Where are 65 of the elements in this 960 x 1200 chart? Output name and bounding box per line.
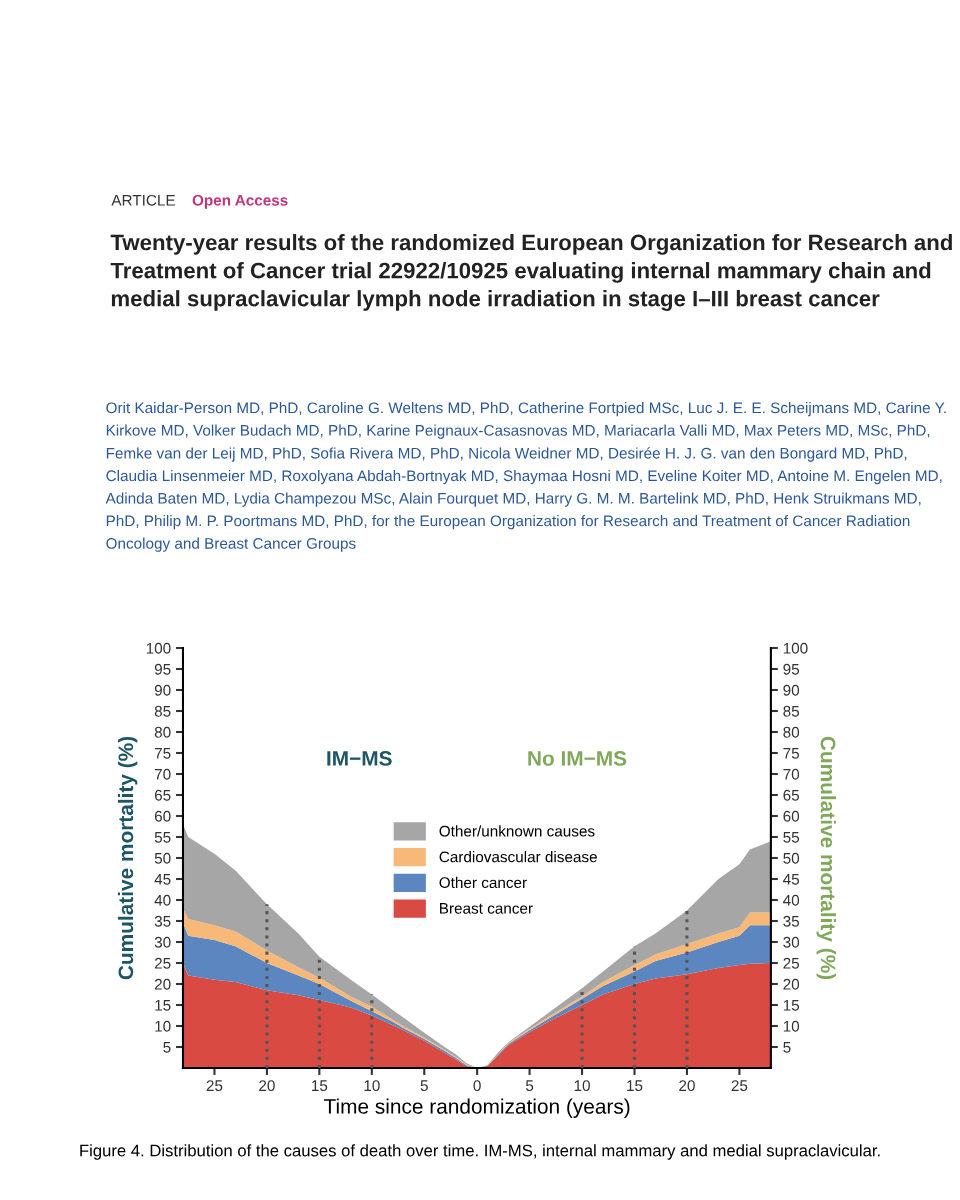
y-tick-label: 40 — [783, 894, 800, 906]
y-tick-label: 35 — [154, 915, 171, 927]
y-tick-label: 15 — [783, 1000, 800, 1011]
x-tick-label: 20 — [259, 1080, 275, 1092]
x-tick-label: 25 — [731, 1080, 748, 1092]
y-tick-label: 80 — [154, 726, 171, 738]
x-axis-title: Time since randomization (years) — [324, 1098, 630, 1118]
y-axis-title: Cumulative mortality (%) — [117, 736, 138, 980]
y-tick-label: 30 — [783, 936, 800, 948]
text: Orit Kaidar-Person MD, PhD, Caroline G. Weltens MD, PhD, Catherine Fortpied MSc, Luc J. E. E. Scheijmans MD, Carine Y. Kirkove MD, Volker Budach MD, PhD, Karine Peignaux-Casasnovas MD, Mariacarla Valli MD, Max Peters MD, MSc, PhD, Femke van der Leij MD, PhD, Sofia Rivera MD, PhD, Nicola Weidner MD, Desirée H. J. G. van den Bongard MD, PhD, Claudia Linsenmeier MD, Roxolyana Abdah-Bortnyak MD, Shaymaa Hosni MD, Eveline Koiter MD, Antoine M. Engelen MD, Adinda Baten MD, Lydia Champezou MSc, Alain Fourquet MD, Harry G. M. M. Bartelink MD, PhD, Henk Struikmans MD, PhD, Philip M. P. Poortmans MD, PhD, for the European Organization for Research and Treatment of Cancer Radiation Oncology and Breast Cancer Groups — [105, 402, 946, 552]
y-tick-label: 70 — [783, 768, 800, 780]
y-tick-label: 30 — [154, 936, 171, 948]
y-tick-label: 80 — [783, 726, 800, 738]
y-tick-label: 85 — [154, 705, 171, 717]
y-tick-label: 55 — [783, 832, 800, 843]
x-tick-label: 5 — [420, 1080, 428, 1092]
y-tick-label: 50 — [154, 852, 171, 864]
y-tick-label: 95 — [154, 663, 171, 675]
legend-label: Cardiovascular disease — [439, 851, 597, 863]
y-tick-label: 75 — [154, 748, 171, 759]
x-tick-label: 0 — [473, 1080, 481, 1092]
y-tick-label: 55 — [154, 832, 171, 843]
y-tick-label: 15 — [155, 1000, 171, 1011]
x-tick-label: 15 — [312, 1080, 328, 1092]
legend-label: Other cancer — [439, 876, 527, 889]
y-tick-label: 45 — [154, 874, 171, 885]
text: Open Access — [192, 194, 288, 209]
y-tick-label: 45 — [783, 874, 800, 885]
caption: Figure 4. Distribution of the causes of death over time. IM-MS, internal mammary and medial supraclavicular. — [80, 1144, 880, 1160]
y-tick-label: 65 — [783, 789, 800, 801]
annotation: No IM−MS — [528, 751, 627, 766]
y-tick-label: 65 — [154, 789, 171, 801]
legend-label: Other/unknown causes — [439, 825, 595, 837]
x-tick-label: 10 — [574, 1080, 590, 1092]
y-tick-label: 100 — [783, 642, 808, 654]
y-tick-label: 50 — [783, 852, 800, 864]
y-tick-label: 90 — [783, 684, 800, 696]
y-tick-label: 85 — [783, 705, 800, 717]
y-tick-label: 60 — [154, 810, 171, 822]
text: ARTICLE — [111, 194, 175, 206]
x-tick-label: 20 — [679, 1080, 695, 1092]
y-tick-label: 35 — [783, 915, 800, 927]
y-tick-label: 75 — [783, 748, 800, 759]
x-tick-label: 10 — [364, 1080, 380, 1092]
y-tick-label: 20 — [154, 978, 171, 990]
x-tick-label: 5 — [525, 1080, 534, 1092]
y-tick-label: 60 — [783, 810, 800, 822]
y-tick-label: 70 — [154, 768, 171, 780]
y-tick-label: 10 — [783, 1020, 800, 1032]
y-tick-label: 25 — [154, 957, 171, 969]
annotation: IM−MS — [327, 751, 392, 766]
y-tick-label: 100 — [146, 642, 171, 654]
text: Twenty-year results of the randomized European Organization for Research and Treatment of Cancer trial 22922/10925 evaluating internal mammary chain and medial supraclavicular lymph node irradiation in stage I–III breast cancer — [110, 234, 952, 311]
y-tick-label: 5 — [163, 1042, 171, 1053]
y-axis-title: Cumulative mortality (%) — [816, 736, 836, 980]
x-tick-label: 15 — [627, 1080, 643, 1092]
y-tick-label: 5 — [783, 1042, 791, 1053]
legend-label: Breast cancer — [440, 903, 533, 914]
y-tick-label: 40 — [154, 894, 171, 906]
y-tick-label: 95 — [783, 663, 800, 675]
y-tick-label: 25 — [783, 957, 800, 969]
y-tick-label: 90 — [154, 684, 171, 696]
y-tick-label: 20 — [783, 978, 800, 990]
x-tick-label: 25 — [206, 1080, 223, 1092]
y-tick-label: 10 — [155, 1020, 171, 1032]
